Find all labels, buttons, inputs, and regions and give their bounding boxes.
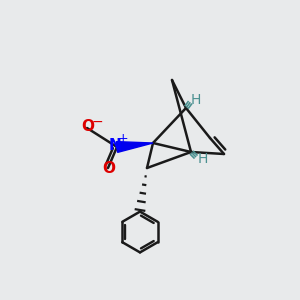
Text: N: N: [108, 138, 121, 153]
Text: H: H: [197, 152, 208, 166]
Text: O: O: [102, 160, 115, 175]
Polygon shape: [116, 142, 153, 152]
Text: −: −: [91, 114, 103, 128]
Text: H: H: [190, 93, 201, 106]
Text: O: O: [81, 119, 94, 134]
Text: +: +: [118, 132, 128, 145]
